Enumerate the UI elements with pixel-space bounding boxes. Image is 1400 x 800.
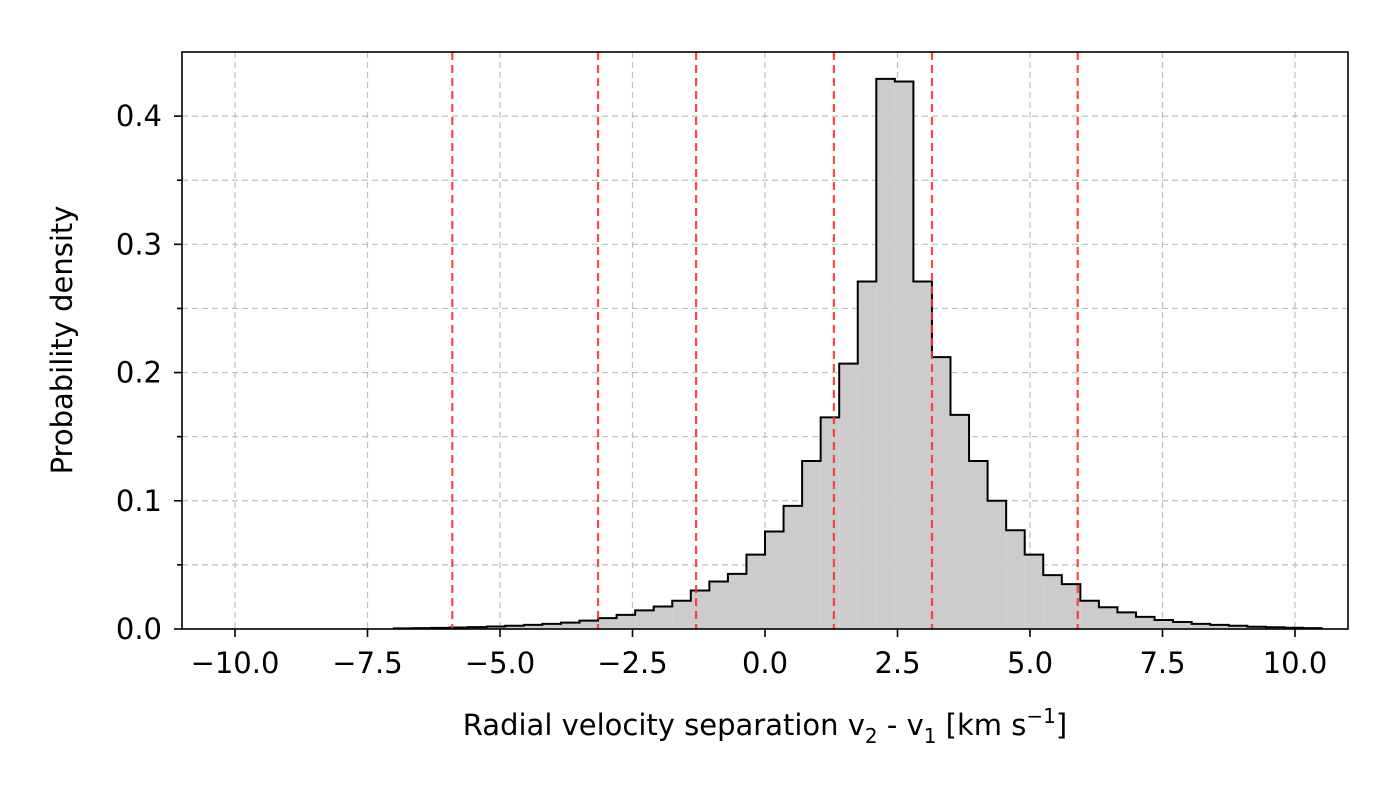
x-tick-label: −7.5 bbox=[332, 646, 402, 680]
y-tick-label: 0.4 bbox=[116, 99, 162, 133]
x-label-v1-subscript: 1 bbox=[924, 724, 937, 748]
histogram-bar bbox=[987, 500, 1007, 629]
x-label-v2-subscript: 2 bbox=[865, 724, 878, 748]
vertical-reference-lines bbox=[451, 52, 1079, 629]
histogram-bar bbox=[820, 417, 840, 629]
histogram-bar bbox=[505, 625, 524, 629]
histogram-bar bbox=[486, 626, 506, 629]
histogram-bar bbox=[857, 281, 877, 629]
x-label-unit-superscript: −1 bbox=[1026, 704, 1055, 728]
histogram-bar bbox=[598, 618, 617, 629]
histogram-bar bbox=[616, 614, 636, 629]
histogram-bar bbox=[1154, 620, 1174, 629]
histogram-bar bbox=[672, 600, 691, 629]
x-tick-label: −10.0 bbox=[191, 646, 280, 680]
x-axis-label-text: Radial velocity separation bbox=[463, 708, 839, 742]
histogram-bar bbox=[709, 581, 728, 629]
histogram-bar bbox=[727, 573, 747, 629]
histogram-bar bbox=[969, 461, 988, 629]
histogram-bar bbox=[1006, 530, 1025, 629]
histogram-bar bbox=[894, 81, 914, 630]
histogram-bar bbox=[1136, 616, 1155, 629]
histogram-bar bbox=[1061, 584, 1081, 629]
histogram-bar bbox=[765, 531, 784, 629]
histogram-bar bbox=[1024, 554, 1044, 629]
histogram-bar bbox=[542, 623, 561, 629]
histogram-bars bbox=[393, 77, 1323, 630]
histogram-bar bbox=[802, 461, 821, 629]
x-tick-label: 2.5 bbox=[874, 646, 920, 680]
histogram-bar bbox=[1043, 575, 1062, 629]
histogram-bar bbox=[746, 554, 765, 629]
histogram-bar bbox=[876, 78, 895, 630]
histogram-bar bbox=[931, 357, 951, 629]
x-axis-ticks: −10.0 −7.5 −5.0 −2.5 0.0 2.5 5.0 7.5 10.0 bbox=[191, 629, 1328, 680]
histogram-bar bbox=[579, 620, 599, 629]
y-tick-label: 0.1 bbox=[116, 484, 162, 518]
histogram-bar bbox=[1098, 607, 1118, 629]
x-label-v2-base: v bbox=[848, 708, 865, 742]
histogram-bar bbox=[1228, 625, 1248, 629]
x-label-unit-prefix: [km s bbox=[936, 708, 1026, 742]
x-label-minus: - bbox=[878, 708, 907, 742]
y-tick-label: 0.2 bbox=[116, 356, 162, 390]
y-tick-label: 0.3 bbox=[116, 227, 162, 261]
histogram-bar bbox=[653, 606, 673, 629]
histogram-bar bbox=[950, 414, 970, 629]
histogram-bar bbox=[1080, 600, 1099, 629]
x-label-v1-base: v bbox=[907, 708, 924, 742]
histogram-bar bbox=[635, 610, 654, 629]
histogram-bar bbox=[523, 624, 543, 629]
x-tick-label: 7.5 bbox=[1139, 646, 1185, 680]
x-tick-label: 0.0 bbox=[742, 646, 788, 680]
y-axis-ticks: 0.0 0.1 0.2 0.3 0.4 bbox=[116, 99, 182, 646]
x-axis-label: Radial velocity separation v2 - v1 [km s… bbox=[463, 704, 1067, 748]
histogram-bar bbox=[913, 281, 932, 629]
histogram-bar bbox=[560, 622, 580, 629]
histogram-outline bbox=[393, 77, 1323, 630]
x-tick-label: 10.0 bbox=[1263, 646, 1328, 680]
histogram-bar bbox=[1210, 624, 1229, 629]
histogram-bar bbox=[690, 590, 710, 629]
x-tick-label: −5.0 bbox=[465, 646, 535, 680]
histogram-bar bbox=[1173, 621, 1192, 629]
histogram-bar bbox=[1247, 626, 1266, 629]
x-tick-label: −2.5 bbox=[597, 646, 667, 680]
histogram-bar bbox=[1191, 623, 1211, 629]
y-axis-label: Probability density bbox=[45, 206, 79, 475]
y-tick-label: 0.0 bbox=[116, 612, 162, 646]
x-tick-label: 5.0 bbox=[1007, 646, 1053, 680]
histogram-bar bbox=[783, 505, 803, 629]
x-axis-label-space bbox=[839, 708, 848, 742]
x-label-unit-suffix: ] bbox=[1056, 708, 1067, 742]
histogram-bar bbox=[839, 363, 858, 629]
histogram-bar bbox=[1117, 612, 1136, 629]
